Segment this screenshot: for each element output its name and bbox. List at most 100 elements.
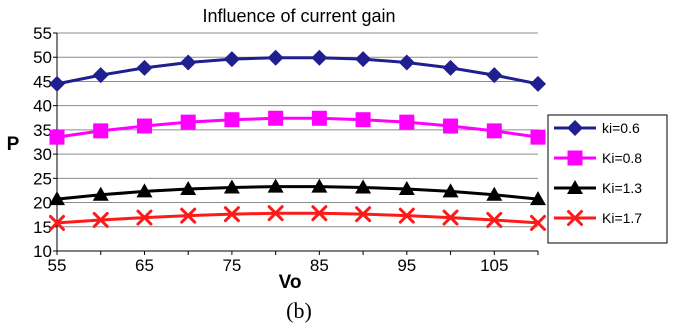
triangle-marker [486, 186, 503, 201]
x-tick-label: 85 [310, 256, 329, 275]
x-tick-label: 55 [48, 256, 67, 275]
triangle-marker [567, 180, 583, 194]
legend-label: ki=0.6 [602, 120, 640, 136]
square-marker [180, 114, 196, 130]
x-marker [398, 207, 415, 224]
x-marker-stroke [530, 214, 546, 231]
diamond-marker [267, 49, 284, 66]
x-marker [180, 207, 197, 224]
figure-label: (b) [286, 298, 312, 323]
x-axis-label: Vo [279, 272, 302, 293]
x-marker [223, 206, 240, 223]
chart-title: Influence of current gain [202, 6, 395, 26]
x-marker-stroke [355, 206, 372, 223]
triangle-marker [136, 183, 153, 198]
series-1 [49, 49, 546, 92]
x-marker-stroke [92, 211, 109, 228]
x-marker [136, 209, 153, 226]
x-marker [567, 210, 583, 226]
square-marker [443, 118, 459, 134]
x-marker [92, 211, 109, 228]
square-marker [136, 118, 152, 134]
y-tick-label: 45 [33, 72, 52, 91]
legend-box [547, 114, 668, 244]
series-3 [49, 178, 546, 206]
legend-label: Ki=0.8 [602, 150, 642, 166]
x-marker [486, 211, 503, 228]
y-tick-labels: 10 15 20 25 30 35 40 45 50 55 [33, 24, 52, 261]
x-marker-stroke [223, 206, 240, 223]
x-marker [267, 205, 284, 222]
y-tick-label: 55 [33, 24, 52, 43]
triangle-marker [442, 183, 459, 198]
triangle-marker [398, 180, 415, 195]
x-marker [530, 214, 546, 231]
legend: ki=0.6 Ki=0.8 Ki=1.3 Ki=1.7 [547, 114, 668, 244]
y-tick-label: 30 [33, 145, 52, 164]
x-tick-label: 105 [480, 256, 508, 275]
triangle-marker [223, 179, 240, 194]
triangle-marker [180, 180, 197, 195]
x-marker-stroke [311, 205, 328, 222]
diamond-marker [398, 54, 415, 71]
x-marker [311, 205, 328, 222]
diamond-marker [223, 51, 240, 68]
square-marker [49, 129, 65, 145]
diamond-marker [530, 75, 546, 92]
x-tick-label: 75 [222, 256, 241, 275]
legend-item: Ki=1.3 [554, 180, 642, 196]
triangle-marker [267, 178, 284, 193]
square-marker [486, 123, 502, 139]
series-line [56, 56, 539, 86]
series-2 [49, 110, 546, 145]
x-marker-stroke [180, 207, 197, 224]
diamond-marker [49, 75, 65, 92]
diamond-marker [136, 59, 153, 76]
square-marker [399, 114, 415, 130]
diamond-marker [442, 59, 459, 76]
y-tick-label: 15 [33, 218, 52, 237]
y-axis-label: P [7, 134, 20, 155]
series-line [56, 185, 539, 201]
x-marker-stroke [136, 209, 153, 226]
legend-item: Ki=1.7 [554, 210, 642, 226]
triangle-marker [311, 178, 328, 193]
square-marker [355, 112, 371, 128]
x-marker [442, 209, 459, 226]
legend-label: Ki=1.7 [602, 210, 642, 226]
y-tick-label: 40 [33, 97, 52, 116]
diamond-marker [92, 67, 109, 84]
y-tick-label: 50 [33, 48, 52, 67]
square-marker [311, 110, 327, 126]
x-marker-stroke [442, 209, 459, 226]
triangle-marker [530, 191, 546, 206]
square-marker [268, 110, 284, 126]
x-marker-stroke [567, 210, 583, 226]
series-4 [49, 205, 546, 231]
diamond-marker [486, 67, 503, 84]
x-marker-stroke [398, 207, 415, 224]
x-marker-stroke [267, 205, 284, 222]
triangle-marker [92, 186, 109, 201]
y-tick-label: 20 [33, 194, 52, 213]
x-marker-stroke [486, 211, 503, 228]
axes [53, 32, 539, 255]
series-line [56, 211, 539, 225]
series-lines [49, 49, 546, 231]
square-marker [93, 123, 109, 139]
x-marker [49, 214, 65, 231]
x-marker-stroke [49, 214, 65, 231]
diamond-marker [355, 51, 372, 68]
legend-label: Ki=1.3 [602, 180, 642, 196]
legend-item: ki=0.6 [554, 120, 640, 136]
series-line [56, 116, 539, 139]
y-tick-label: 35 [33, 121, 52, 140]
square-marker [530, 129, 546, 145]
y-tick-label: 10 [33, 242, 52, 261]
legend-item: Ki=0.8 [554, 150, 642, 166]
diamond-marker [311, 49, 328, 66]
x-marker [355, 206, 372, 223]
diamond-marker [180, 54, 197, 71]
x-tick-label: 95 [397, 256, 416, 275]
